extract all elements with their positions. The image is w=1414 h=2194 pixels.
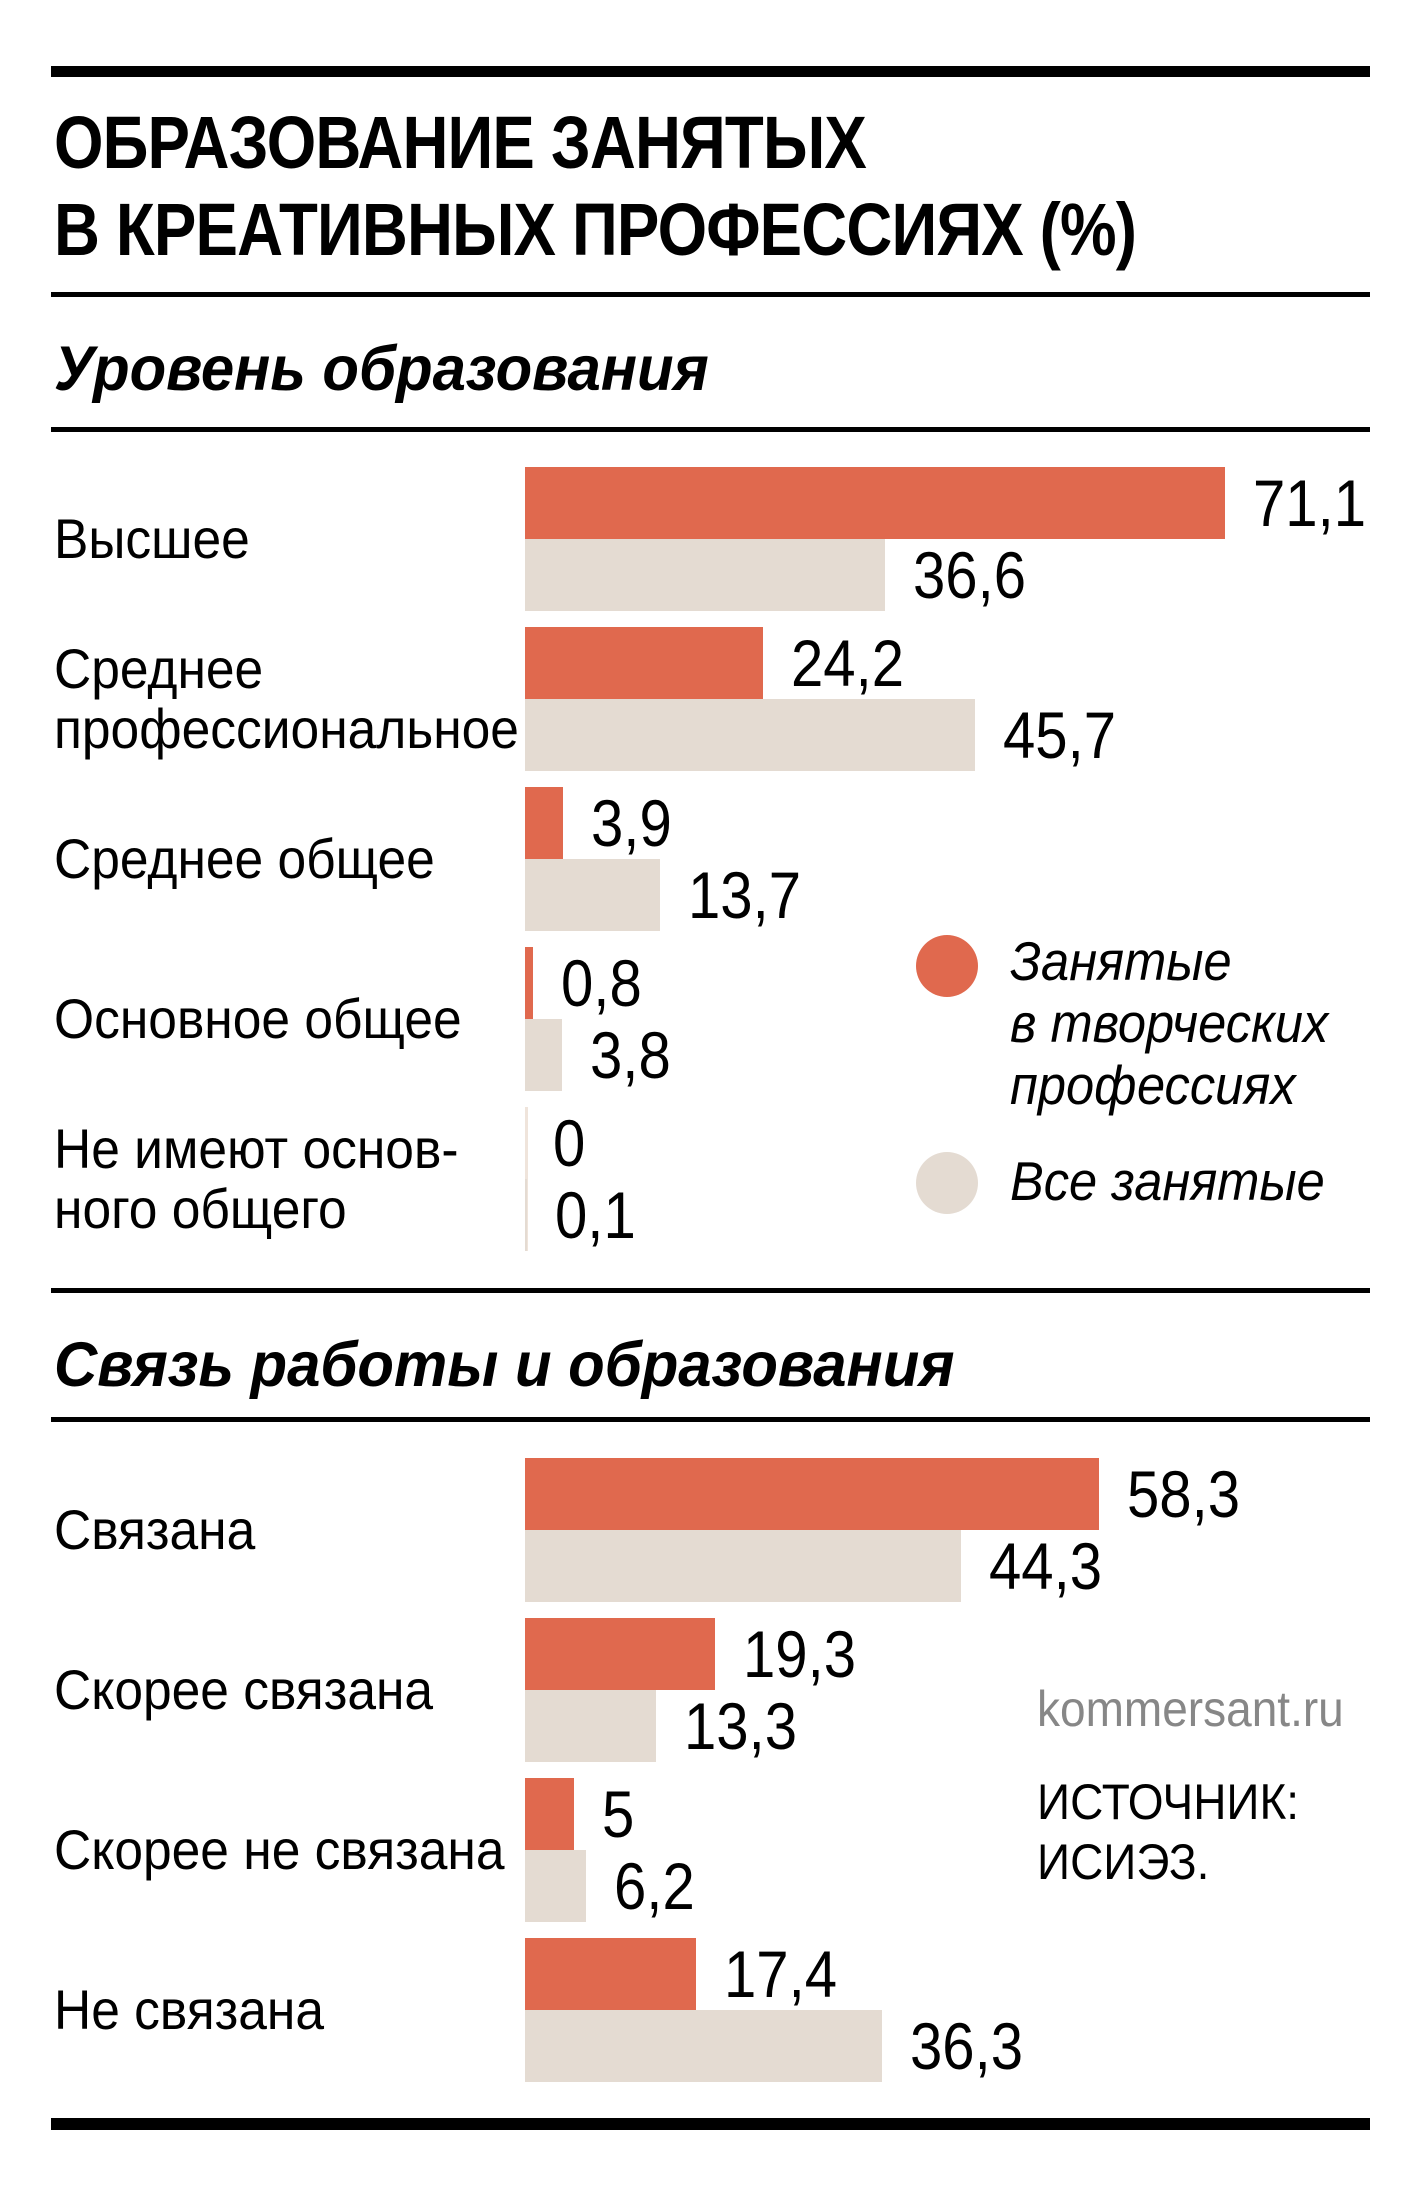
section-2-header: Связь работы и образования	[54, 1330, 955, 1400]
creative-bar	[525, 1938, 696, 2010]
creative-bar	[525, 627, 763, 699]
site-watermark: kommersant.ru	[1037, 1681, 1344, 1737]
creative-value: 19,3	[743, 1617, 857, 1691]
category-label: Среднее профессиональное	[54, 637, 519, 760]
bar-row: Скорее не связана 5 6,2	[0, 1777, 1414, 1923]
all-employed-value: 13,7	[688, 858, 802, 932]
creative-value: 17,4	[724, 1937, 838, 2011]
bar-row: Не имеют основ- ного общего 0 0,1	[0, 1106, 1414, 1252]
bar-row: Скорее связана 19,3 13,3	[0, 1617, 1414, 1763]
top-rule	[51, 66, 1370, 77]
bar-row: Основное общее 0,8 3,8	[0, 946, 1414, 1092]
creative-value: 3,9	[591, 786, 672, 860]
creative-value: 71,1	[1253, 466, 1367, 540]
legend-label-creative: Занятые в творческих профессиях	[1010, 930, 1329, 1116]
section-2-bottom-divider	[51, 1417, 1370, 1422]
creative-value: 5	[602, 1777, 635, 1851]
bottom-rule	[51, 2118, 1370, 2130]
bar-row: Среднее общее 3,9 13,7	[0, 786, 1414, 932]
all-employed-value: 0,1	[555, 1178, 636, 1252]
category-label: Среднее общее	[54, 827, 435, 890]
creative-bar	[525, 1778, 574, 1850]
all-employed-bar	[525, 1019, 562, 1091]
all-employed-value: 3,8	[590, 1018, 671, 1092]
chart-title: ОБРАЗОВАНИЕ ЗАНЯТЫХ В КРЕАТИВНЫХ ПРОФЕСС…	[54, 99, 1312, 273]
creative-value: 0	[553, 1106, 586, 1180]
all-employed-value: 36,3	[910, 2009, 1024, 2083]
creative-bar	[525, 467, 1225, 539]
creative-value: 58,3	[1127, 1457, 1241, 1531]
all-employed-value: 44,3	[989, 1529, 1103, 1603]
all-employed-bar	[525, 2010, 882, 2082]
all-employed-bar	[525, 859, 660, 931]
all-employed-value: 6,2	[614, 1849, 695, 1923]
category-label: Связана	[54, 1498, 256, 1561]
all-employed-bar	[525, 1179, 527, 1251]
all-employed-bar	[525, 1690, 656, 1762]
all-employed-bar	[525, 539, 885, 611]
bar-row: Среднее профессиональное 24,2 45,7	[0, 626, 1414, 772]
section-2-top-divider	[51, 1288, 1370, 1293]
all-employed-bar	[525, 1530, 961, 1602]
creative-bar	[525, 1618, 715, 1690]
legend-swatch-all-employed	[916, 1152, 978, 1214]
bar-row: Связана 58,3 44,3	[0, 1457, 1414, 1603]
category-label: Основное общее	[54, 987, 462, 1050]
bar-row: Высшее 71,1 36,6	[0, 466, 1414, 612]
all-employed-value: 36,6	[913, 538, 1027, 612]
bar-row: Не связана 17,4 36,3	[0, 1937, 1414, 2083]
source-note: ИСТОЧНИК: ИСИЭЗ.	[1037, 1774, 1300, 1890]
creative-value: 24,2	[791, 626, 905, 700]
chart-title-line-1: ОБРАЗОВАНИЕ ЗАНЯТЫХ	[54, 101, 867, 184]
creative-bar	[525, 1458, 1099, 1530]
section-1-header: Уровень образования	[54, 334, 709, 404]
creative-value: 0,8	[561, 946, 642, 1020]
all-employed-bar	[525, 699, 975, 771]
section-1-bottom-divider	[51, 427, 1370, 432]
chart-title-line-2: В КРЕАТИВНЫХ ПРОФЕССИЯХ (%)	[54, 188, 1137, 271]
legend-swatch-creative	[916, 935, 978, 997]
creative-bar	[525, 947, 533, 1019]
all-employed-bar	[525, 1850, 586, 1922]
category-label: Не связана	[54, 1978, 325, 2041]
category-label: Скорее связана	[54, 1658, 434, 1721]
section-1-top-divider	[51, 292, 1370, 297]
category-label: Не имеют основ- ного общего	[54, 1117, 459, 1240]
creative-bar	[525, 787, 563, 859]
category-label: Скорее не связана	[54, 1818, 505, 1881]
all-employed-value: 45,7	[1003, 698, 1117, 772]
all-employed-value: 13,3	[684, 1689, 798, 1763]
legend-label-all-employed: Все занятые	[1010, 1150, 1325, 1212]
category-label: Высшее	[54, 507, 250, 570]
